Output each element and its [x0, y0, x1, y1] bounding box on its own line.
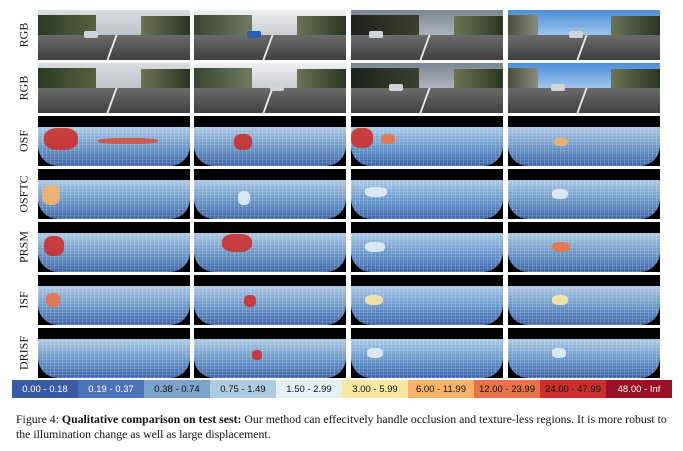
row-label: DRISF — [12, 328, 36, 378]
row-label: PRSM — [12, 222, 36, 272]
error-map — [194, 222, 346, 272]
error-map — [38, 275, 190, 325]
legend-swatch: 12.00 - 23.99 — [474, 380, 540, 398]
row-rgb-2: RGB — [12, 63, 672, 113]
legend-swatch: 3.00 - 5.99 — [342, 380, 408, 398]
row-drisf: DRISF — [12, 328, 672, 378]
error-map — [194, 275, 346, 325]
error-map — [351, 222, 503, 272]
error-map — [508, 169, 660, 219]
row-rgb-1: RGB — [12, 10, 672, 60]
rgb-image — [194, 10, 346, 60]
row-label-text: OSFTC — [16, 175, 31, 213]
error-map — [351, 328, 503, 378]
row-label: OSFTC — [12, 169, 36, 219]
row-label: OSF — [12, 116, 36, 166]
row-prsm: PRSM — [12, 222, 672, 272]
caption-title: Qualitative comparison on test sest: — [61, 412, 242, 426]
row-label-text: RGB — [16, 75, 31, 101]
error-map — [194, 169, 346, 219]
error-map — [351, 169, 503, 219]
row-label: ISF — [12, 275, 36, 325]
row-label-text: RGB — [16, 22, 31, 48]
row-label-text: OSF — [16, 129, 31, 153]
row-label-text: DRISF — [16, 335, 31, 371]
caption-text: Our method can effecitvely handle occlus… — [16, 412, 667, 441]
error-map — [38, 222, 190, 272]
error-map — [38, 116, 190, 166]
error-map — [194, 116, 346, 166]
error-map — [508, 275, 660, 325]
error-map — [194, 328, 346, 378]
rgb-image — [38, 10, 190, 60]
error-map — [508, 328, 660, 378]
legend-swatch: 6.00 - 11.99 — [408, 380, 474, 398]
legend-swatch: 48.00 - Inf — [606, 380, 672, 398]
color-legend: 0.00 - 0.18 0.19 - 0.37 0.38 - 0.74 0.75 - … — [12, 380, 672, 398]
rgb-image — [508, 63, 660, 113]
row-label: RGB — [12, 63, 36, 113]
rgb-image — [194, 63, 346, 113]
row-label-text: PRSM — [16, 230, 31, 264]
row-isf: ISF — [12, 275, 672, 325]
error-map — [508, 116, 660, 166]
rgb-image — [508, 10, 660, 60]
legend-swatch: 0.75 - 1.49 — [210, 380, 276, 398]
rgb-image — [351, 63, 503, 113]
legend-swatch: 0.38 - 0.74 — [144, 380, 210, 398]
legend-swatch: 1.50 - 2.99 — [276, 380, 342, 398]
row-osf: OSF — [12, 116, 672, 166]
error-map — [38, 169, 190, 219]
row-label-text: ISF — [16, 291, 31, 309]
error-map — [508, 222, 660, 272]
figure-caption: Figure 4: Qualitative comparison on test… — [16, 412, 674, 442]
error-map — [38, 328, 190, 378]
legend-swatch: 0.19 - 0.37 — [78, 380, 144, 398]
row-osftc: OSFTC — [12, 169, 672, 219]
error-map — [351, 275, 503, 325]
legend-swatch: 24.00 - 47.99 — [540, 380, 606, 398]
rgb-image — [38, 63, 190, 113]
rgb-image — [351, 10, 503, 60]
caption-figure-number: Figure 4: — [16, 412, 59, 426]
error-map — [351, 116, 503, 166]
legend-swatch: 0.00 - 0.18 — [12, 380, 78, 398]
row-label: RGB — [12, 10, 36, 60]
